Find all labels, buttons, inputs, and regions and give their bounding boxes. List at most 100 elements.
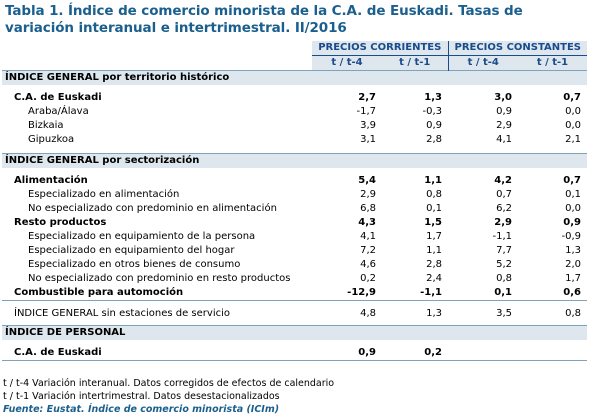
cell-value: 1,1 — [426, 245, 442, 256]
table-row: Gipuzkoa 3,1 2,8 4,1 2,1 — [2, 133, 587, 147]
cell-value: 3,1 — [360, 134, 376, 145]
cell-value: 0,2 — [360, 273, 376, 284]
cell-value: 2,0 — [565, 259, 581, 270]
cell-value: -1,1 — [492, 231, 512, 242]
header-sub-3: t / t-4 — [447, 55, 518, 70]
row-label: Alimentación — [14, 175, 88, 186]
cell-value: 3,9 — [360, 120, 376, 131]
table-row: Araba/Álava -1,7 -0,3 0,9 0,0 — [2, 105, 587, 119]
note-intertrimestral: t / t-1 Variación intertrimestral. Datos… — [3, 391, 280, 402]
table-row: Especializado en alimentación 2,9 0,8 0,… — [2, 188, 587, 202]
cell-value: -1,1 — [382, 286, 448, 301]
cell-value: 1,3 — [565, 245, 581, 256]
table-row: Resto productos 4,3 1,5 2,9 0,9 — [2, 216, 587, 230]
table-row: Alimentación 5,4 1,1 4,2 0,7 — [2, 174, 587, 188]
cell-value: 0,6 — [518, 286, 587, 301]
cell-value: 0,9 — [312, 346, 382, 361]
header-blank — [2, 41, 312, 55]
cell-value: 0,9 — [496, 106, 512, 117]
row-label: Combustible para automoción — [2, 286, 312, 301]
cell-value: 0,0 — [565, 203, 581, 214]
cell-value: 4,6 — [360, 259, 376, 270]
cell-value: 7,2 — [360, 245, 376, 256]
cell-value: 0,0 — [565, 106, 581, 117]
header-sub-1: t / t-4 — [312, 55, 382, 70]
cell-value: 4,1 — [360, 231, 376, 242]
table-title: Tabla 1. Índice de comercio minorista de… — [5, 3, 523, 36]
header-precios-constantes: PRECIOS CONSTANTES — [447, 41, 587, 56]
table-row: C.A. de Euskadi 2,7 1,3 3,0 0,7 — [2, 91, 587, 105]
table-row: Bizkaia 3,9 0,9 2,9 0,0 — [2, 119, 587, 133]
table-row: Especializado en equipamiento del hogar … — [2, 244, 587, 258]
cell-value: 0,0 — [565, 120, 581, 131]
cell-value: 0,7 — [563, 175, 581, 186]
row-label: Bizkaia — [28, 120, 64, 131]
cell-value: 1,3 — [426, 308, 442, 319]
note-interanual: t / t-4 Variación interanual. Datos corr… — [3, 378, 335, 389]
header-sub-row: t / t-4 t / t-1 t / t-4 t / t-1 — [2, 55, 587, 70]
cell-value: 0,1 — [565, 189, 581, 200]
footnotes: t / t-4 Variación interanual. Datos corr… — [3, 377, 583, 416]
cell-value: -0,3 — [422, 106, 442, 117]
row-label: Especializado en otros bienes de consumo — [28, 259, 241, 270]
cell-value: 0,1 — [426, 203, 442, 214]
section-header: ÍNDICE DE PERSONAL — [2, 324, 587, 340]
header-precios-corrientes: PRECIOS CORRIENTES — [312, 41, 448, 56]
header-blank — [2, 55, 312, 70]
row-label: Araba/Álava — [28, 106, 89, 117]
row-label: ÍNDICE GENERAL sin estaciones de servici… — [14, 308, 230, 319]
header-group-row: PRECIOS CORRIENTES PRECIOS CONSTANTES — [2, 41, 587, 56]
row-label: Gipuzkoa — [28, 134, 75, 145]
row-label: Especializado en equipamiento del hogar — [28, 245, 235, 256]
cell-value: 2,8 — [426, 259, 442, 270]
cell-value: 5,2 — [496, 259, 512, 270]
table-row: Especializado en otros bienes de consumo… — [2, 258, 587, 272]
cell-value: 0,7 — [563, 92, 581, 103]
row-label: No especializado con predominio en resto… — [28, 273, 291, 284]
table-row: No especializado con predominio en alime… — [2, 202, 587, 216]
cell-value: 2,9 — [360, 189, 376, 200]
cell-value: 4,3 — [358, 217, 376, 228]
cell-value — [518, 346, 587, 361]
cell-value: 1,7 — [565, 273, 581, 284]
cell-value: 5,4 — [358, 175, 376, 186]
row-label: C.A. de Euskadi — [2, 346, 312, 361]
table-row: Combustible para automoción -12,9 -1,1 0… — [2, 286, 587, 301]
cell-value: 0,9 — [426, 120, 442, 131]
cell-value: 2,1 — [565, 134, 581, 145]
cell-value: 0,7 — [496, 189, 512, 200]
cell-value: 4,2 — [494, 175, 512, 186]
cell-value: 0,1 — [448, 286, 518, 301]
row-label: Especializado en equipamiento de la pers… — [28, 231, 256, 242]
row-label: Resto productos — [14, 217, 107, 228]
table-row: Especializado en equipamiento de la pers… — [2, 230, 587, 244]
cell-value: -0,9 — [561, 231, 581, 242]
cell-value: 0,8 — [426, 189, 442, 200]
cell-value: 0,8 — [496, 273, 512, 284]
cell-value: 2,9 — [494, 217, 512, 228]
table-row: ÍNDICE GENERAL sin estaciones de servici… — [2, 306, 587, 322]
section-header: ÍNDICE GENERAL por territorio histórico — [2, 69, 587, 85]
header-sub-4: t / t-1 — [518, 55, 587, 70]
cell-value: 4,8 — [360, 308, 376, 319]
header-sub-2: t / t-1 — [382, 55, 448, 70]
cell-value — [448, 346, 518, 361]
cell-value: -1,7 — [356, 106, 376, 117]
cell-value: 1,1 — [424, 175, 442, 186]
section-title-personal: ÍNDICE DE PERSONAL — [2, 324, 587, 340]
row-label: C.A. de Euskadi — [14, 92, 102, 103]
cell-value: 6,8 — [360, 203, 376, 214]
section-title-territorio: ÍNDICE GENERAL por territorio histórico — [2, 69, 587, 85]
cell-value: 4,1 — [496, 134, 512, 145]
cell-value: 0,9 — [563, 217, 581, 228]
cell-value: 2,7 — [358, 92, 376, 103]
row-label: Especializado en alimentación — [28, 189, 180, 200]
cell-value: -12,9 — [312, 286, 382, 301]
cell-value: 2,9 — [496, 120, 512, 131]
cell-value: 2,4 — [426, 273, 442, 284]
cell-value: 0,2 — [382, 346, 448, 361]
data-table: PRECIOS CORRIENTES PRECIOS CONSTANTES t … — [2, 41, 587, 361]
source-note: Fuente: Eustat. Índice de comercio minor… — [3, 404, 280, 415]
cell-value: 3,0 — [494, 92, 512, 103]
